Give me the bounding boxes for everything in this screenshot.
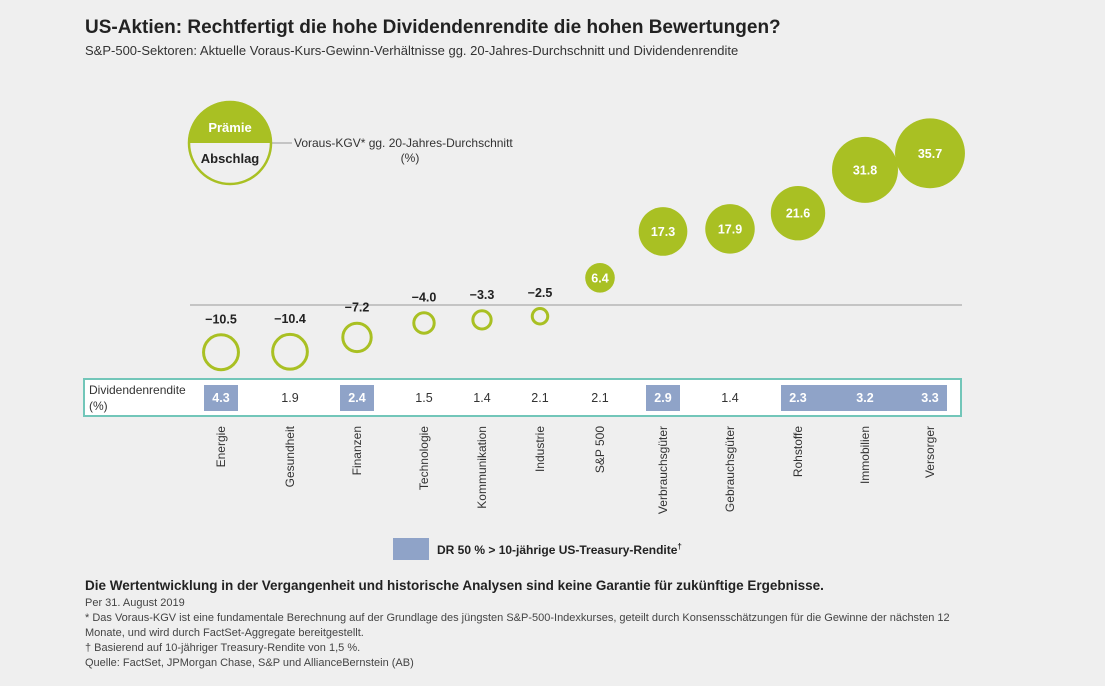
bubble-value-label: 17.3 <box>651 225 675 239</box>
footnote-pe: * Das Voraus-KGV ist eine fundamentale B… <box>85 612 950 639</box>
bubble-value-label: −7.2 <box>345 301 370 315</box>
category-label: Finanzen <box>350 426 364 475</box>
source-note: Quelle: FactSet, JPMorgan Chase, S&P und… <box>85 657 414 669</box>
key-label: Voraus-KGV* gg. 20-Jahres-Durchschnitt <box>294 136 513 150</box>
dividend-value: 3.3 <box>921 391 938 405</box>
dividend-row-unit: (%) <box>89 399 108 413</box>
category-label: Gebrauchsgüter <box>723 426 737 512</box>
bubble-discount <box>271 332 309 371</box>
key-discount-label: Abschlag <box>201 151 260 166</box>
dividend-highlight <box>340 385 374 411</box>
bubble-value-label: 17.9 <box>718 222 742 236</box>
bubble-premium <box>895 118 965 189</box>
category-label: Energie <box>214 426 228 468</box>
bubble-premium <box>705 204 755 254</box>
key-premium-label: Prämie <box>208 120 251 135</box>
footer: Die Wertentwicklung in der Vergangenheit… <box>85 578 985 671</box>
bubble-discount <box>471 309 493 331</box>
key-circle <box>187 100 273 186</box>
legend: DR 50 % > 10-jährige US-Treasury-Rendite… <box>393 538 682 560</box>
bubble-value-label: −3.3 <box>470 288 495 302</box>
dividend-highlight <box>646 385 680 411</box>
category-label: Gesundheit <box>283 425 297 487</box>
chart-subtitle: S&P-500-Sektoren: Aktuelle Voraus-Kurs-G… <box>85 43 739 58</box>
chart-title: US-Aktien: Rechtfertigt die hohe Dividen… <box>85 17 781 38</box>
category-label: Verbrauchsgüter <box>656 426 670 514</box>
bubble-value-label: −10.5 <box>205 312 237 326</box>
footnote-treasury: † Basierend auf 10-jähriger Treasury-Ren… <box>85 642 361 654</box>
dividend-highlight <box>204 385 238 411</box>
bubble-discount <box>202 333 240 372</box>
category-label: Rohstoffe <box>791 426 805 477</box>
bubble-discount <box>530 307 550 326</box>
bubble-value-label: 6.4 <box>591 271 608 285</box>
category-label: Technologie <box>417 426 431 490</box>
disclaimer: Die Wertentwicklung in der Vergangenheit… <box>85 578 824 593</box>
dividend-row-label: Dividendenrendite <box>89 383 186 397</box>
bubble-premium <box>638 207 688 256</box>
bubble-value-label: −2.5 <box>528 286 553 300</box>
dividend-value: 2.4 <box>348 391 365 405</box>
category-label: Industrie <box>533 426 547 472</box>
bubble-value-label: −4.0 <box>412 290 437 304</box>
category-label: Immobilien <box>858 426 872 484</box>
category-label: Kommunikation <box>475 426 489 509</box>
bubble-value-label: 35.7 <box>918 147 942 161</box>
bubble-premium <box>585 263 615 293</box>
dividend-value: 4.3 <box>212 391 229 405</box>
category-label: Versorger <box>923 426 937 478</box>
dividend-highlight <box>913 385 947 411</box>
dividend-value: 1.4 <box>473 391 490 405</box>
dividend-value: 2.1 <box>531 391 548 405</box>
dividend-value: 1.5 <box>415 391 432 405</box>
dividend-value: 3.2 <box>856 391 873 405</box>
legend-label: DR 50 % > 10-jährige US-Treasury-Rendite… <box>437 541 682 557</box>
bubble-premium <box>832 136 898 203</box>
dividend-value: 1.9 <box>281 391 298 405</box>
bubble-value-label: −10.4 <box>274 312 306 326</box>
bubble-value-label: 31.8 <box>853 163 877 177</box>
dividend-value: 1.4 <box>721 391 738 405</box>
bubble-value-label: 21.6 <box>786 207 810 221</box>
dividend-value: 2.3 <box>789 391 806 405</box>
key-label-unit: (%) <box>401 151 420 165</box>
key: Prämie Abschlag Voraus-KGV* gg. 20-Jahre… <box>187 100 513 186</box>
bubble-chart: Prämie Abschlag Voraus-KGV* gg. 20-Jahre… <box>83 100 965 514</box>
bubble-discount <box>341 321 373 354</box>
dividend-value: 2.1 <box>591 391 608 405</box>
bubble-discount <box>412 311 436 335</box>
legend-swatch <box>393 538 429 560</box>
dividend-value: 2.9 <box>654 391 671 405</box>
date-note: Per 31. August 2019 <box>85 597 185 609</box>
bubble-premium <box>770 186 826 241</box>
category-label: S&P 500 <box>593 426 607 473</box>
